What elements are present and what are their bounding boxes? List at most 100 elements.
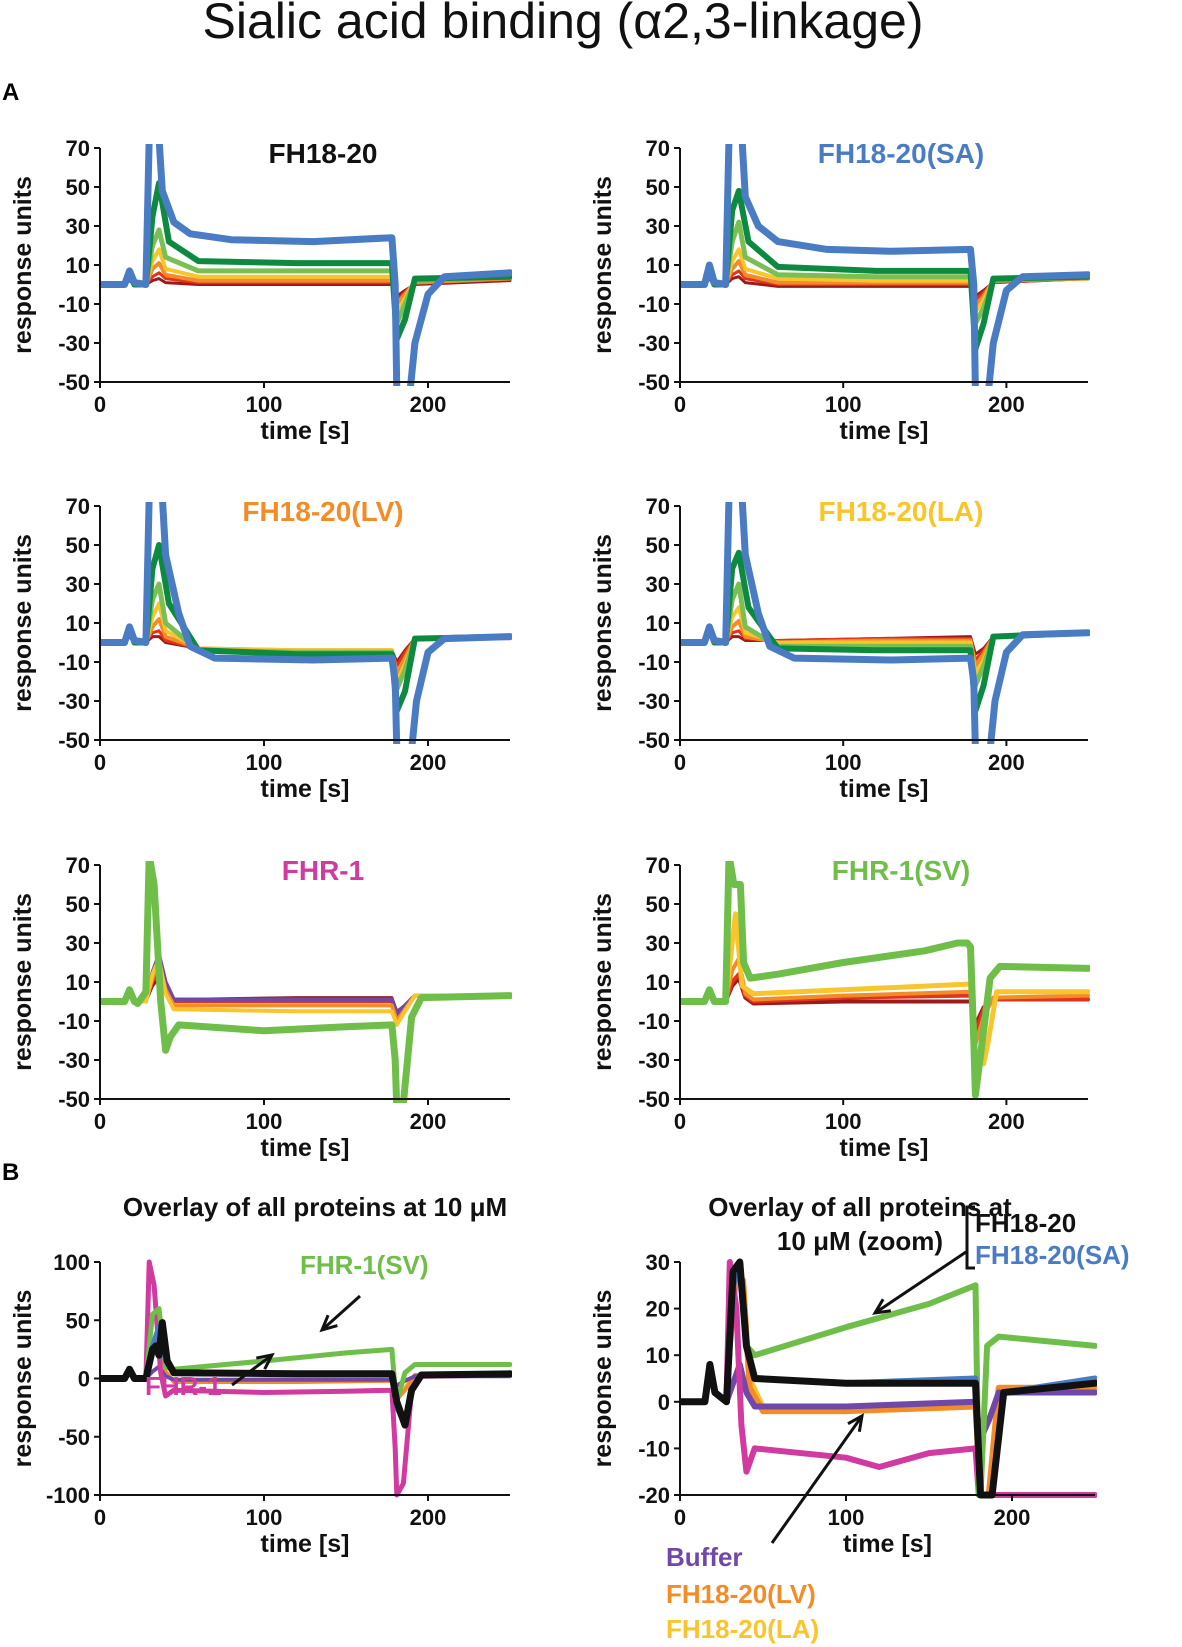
plot-title: FH18-20(LA) xyxy=(819,496,984,527)
arrow-fhr1sv xyxy=(320,1294,362,1332)
y-tick-label: -10 xyxy=(58,1009,90,1034)
y-tick-label: 10 xyxy=(646,611,670,636)
x-tick-label: 0 xyxy=(674,750,686,775)
x-tick-label: 200 xyxy=(410,750,447,775)
y-tick-label: 30 xyxy=(646,572,670,597)
y-tick-label: 70 xyxy=(66,494,90,519)
plot-series xyxy=(680,502,1090,744)
plot-series xyxy=(680,1258,1097,1499)
y-tick-label: -50 xyxy=(58,1425,90,1450)
arrow-fhr1 xyxy=(231,1353,273,1387)
y-tick-label: 50 xyxy=(66,175,90,200)
plot-6: 70 50 30 10 -10 -30 -500 100 200 time [s] response… xyxy=(589,853,1090,1162)
x-tick-label: 0 xyxy=(94,1505,106,1530)
y-axis-label: response units xyxy=(589,176,617,354)
annotation-buffer: Buffer xyxy=(666,1542,743,1572)
series-line-4 xyxy=(100,601,512,684)
y-tick-label: 10 xyxy=(66,970,90,995)
y-tick-label: 50 xyxy=(66,892,90,917)
x-tick-label: 100 xyxy=(825,750,862,775)
y-tick-label: -30 xyxy=(58,689,90,714)
x-tick-label: 200 xyxy=(994,1505,1031,1530)
y-tick-label: 0 xyxy=(78,1367,90,1392)
x-tick-label: 200 xyxy=(410,392,447,417)
x-tick-label: 100 xyxy=(828,1505,865,1530)
y-tick-label: -30 xyxy=(638,689,670,714)
series-line-3 xyxy=(680,259,1090,308)
y-axis-label: response units xyxy=(9,893,37,1071)
y-tick-label: 50 xyxy=(646,533,670,558)
y-axis-label: response units xyxy=(589,534,617,712)
plot-series xyxy=(100,1259,512,1498)
annotation-fhr1sv: FHR-1(SV) xyxy=(300,1250,429,1280)
y-tick-label: 70 xyxy=(66,853,90,878)
y-tick-label: 50 xyxy=(646,175,670,200)
x-tick-label: 100 xyxy=(246,1109,283,1134)
y-tick-label: 50 xyxy=(66,533,90,558)
y-tick-label: -50 xyxy=(638,370,670,395)
y-tick-label: 70 xyxy=(66,136,90,161)
plot-series xyxy=(680,144,1090,386)
legend-fh18-20: FH18-20 xyxy=(975,1208,1076,1238)
y-tick-label: 0 xyxy=(658,1390,670,1415)
y-tick-label: 10 xyxy=(646,1343,670,1368)
y-tick-label: -10 xyxy=(58,292,90,317)
y-tick-label: -100 xyxy=(46,1483,90,1508)
plot-series xyxy=(100,502,512,744)
annotation-fh18-20-la: FH18-20(LA) xyxy=(666,1614,819,1644)
x-tick-label: 100 xyxy=(246,1505,283,1530)
y-axis-label: response units xyxy=(589,1290,617,1468)
plot-title: FH18-20(LV) xyxy=(242,496,403,527)
y-tick-label: 70 xyxy=(646,494,670,519)
x-tick-label: 0 xyxy=(94,1109,106,1134)
plot-series xyxy=(680,861,1090,1099)
y-tick-label: -50 xyxy=(638,1087,670,1112)
plot-title: FHR-1(SV) xyxy=(832,855,970,886)
plot-2: 70 50 30 10 -10 -30 -500 100 200 time [s] response… xyxy=(589,136,1090,445)
y-tick-label: 30 xyxy=(66,214,90,239)
arrow-fh18-20-head xyxy=(872,1298,892,1315)
x-tick-label: 0 xyxy=(674,1109,686,1134)
y-tick-label: 20 xyxy=(646,1297,670,1322)
overlay-title: Overlay of all proteins at 10 μM xyxy=(123,1192,507,1222)
y-tick-label: -50 xyxy=(58,370,90,395)
overlay-zoom-title-line-1: Overlay of all proteins at xyxy=(708,1192,1012,1222)
arrow-fh18-20 xyxy=(874,1250,967,1315)
y-tick-label: -50 xyxy=(638,728,670,753)
y-tick-label: 10 xyxy=(66,253,90,278)
x-axis-label: time [s] xyxy=(840,1134,929,1162)
series-line-5 xyxy=(680,861,1090,1099)
arrow-fhr1-head xyxy=(256,1352,275,1370)
y-tick-label: 10 xyxy=(646,253,670,278)
arrow-buffer-head xyxy=(847,1413,864,1433)
annotation-fh18-20-lv: FH18-20(LV) xyxy=(666,1579,816,1609)
overlay-zoom-title: Overlay of all proteins at 10 μM (zoom) xyxy=(708,1192,1012,1256)
y-tick-label: -10 xyxy=(638,1009,670,1034)
plot-series xyxy=(100,861,512,1103)
plot-5: 70 50 30 10 -10 -30 -500 100 200 time [s] response… xyxy=(9,853,512,1162)
x-axis-label: time [s] xyxy=(843,1530,932,1558)
y-tick-label: 50 xyxy=(646,892,670,917)
y-axis-label: response units xyxy=(9,1290,37,1468)
x-axis-label: time [s] xyxy=(261,417,350,445)
x-tick-label: 200 xyxy=(988,392,1025,417)
y-tick-label: -30 xyxy=(58,1048,90,1073)
series-line-6 xyxy=(100,861,512,1103)
legend-bracket xyxy=(965,1205,975,1270)
series-line-7 xyxy=(100,144,512,386)
x-tick-label: 100 xyxy=(825,392,862,417)
y-tick-label: -20 xyxy=(638,1483,670,1508)
x-tick-label: 200 xyxy=(410,1109,447,1134)
panel-label-a: A xyxy=(2,79,19,106)
plot-series xyxy=(100,144,512,386)
y-tick-label: -10 xyxy=(638,650,670,675)
y-axis-label: response units xyxy=(589,893,617,1071)
y-tick-label: -10 xyxy=(638,1436,670,1461)
series-line-7 xyxy=(680,144,1090,386)
y-tick-label: 10 xyxy=(66,611,90,636)
x-tick-label: 0 xyxy=(674,392,686,417)
